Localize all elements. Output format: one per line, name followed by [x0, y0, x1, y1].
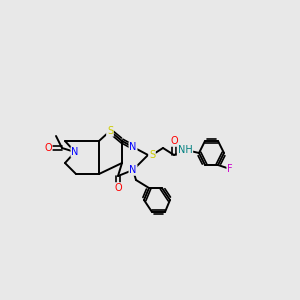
Text: N: N [71, 147, 79, 157]
Text: H: H [179, 145, 187, 155]
Text: O: O [114, 183, 122, 193]
Text: O: O [44, 143, 52, 153]
Text: S: S [149, 150, 155, 160]
Text: S: S [107, 126, 113, 136]
Text: N: N [129, 165, 137, 175]
Text: N: N [129, 142, 137, 152]
Text: NH: NH [178, 145, 192, 155]
Text: O: O [170, 136, 178, 146]
Text: F: F [227, 164, 233, 174]
